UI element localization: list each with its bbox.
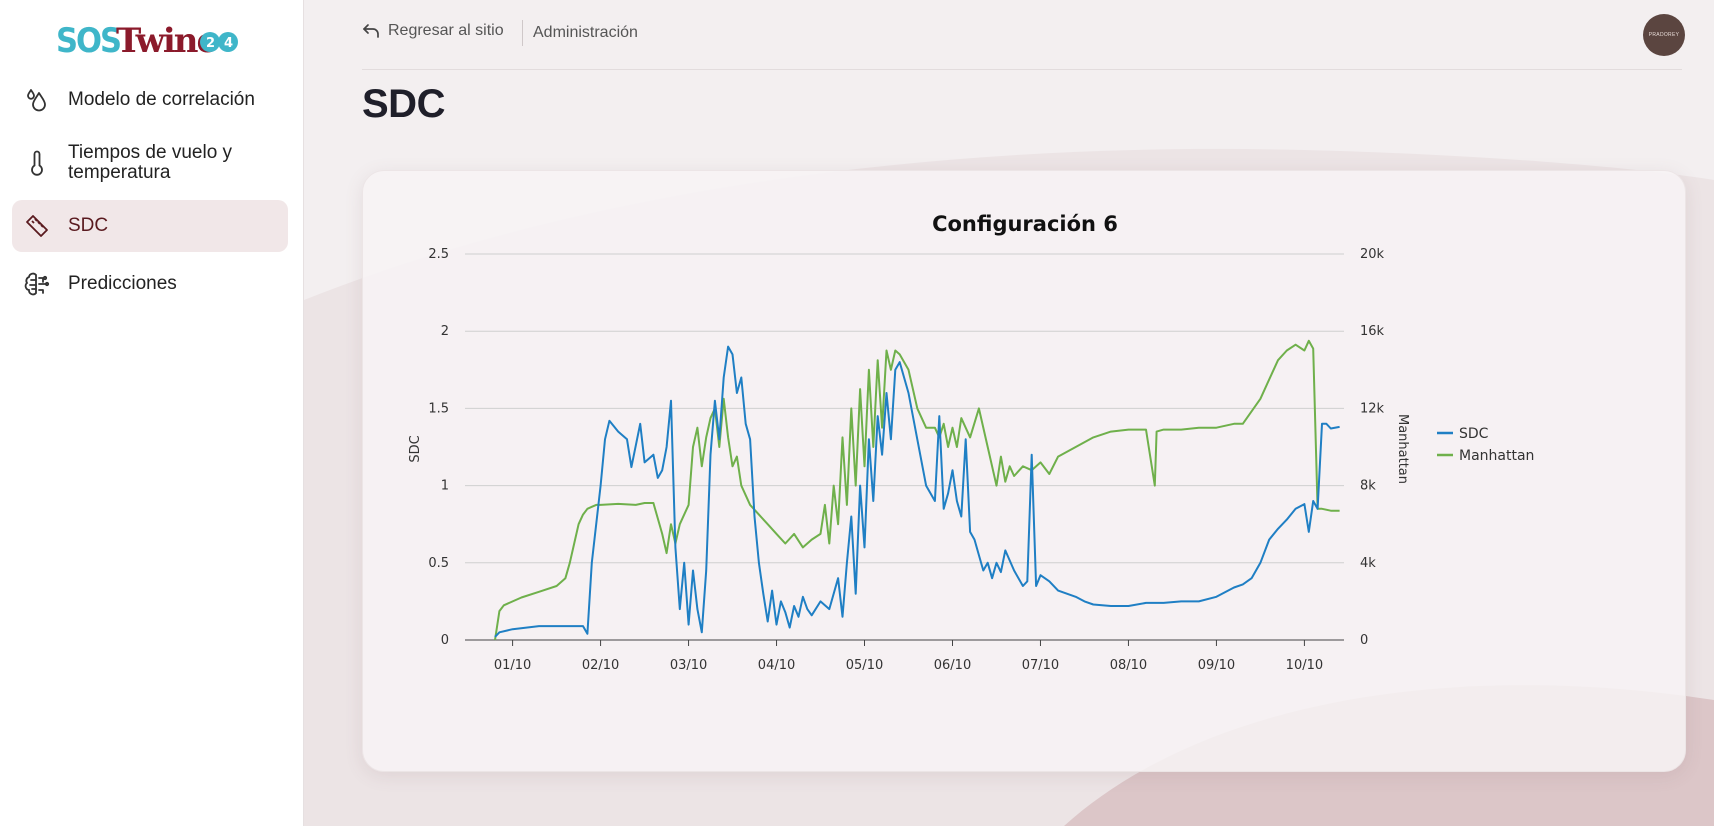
y-axis-label: SDC	[408, 435, 423, 462]
x-tick-label: 10/10	[1286, 658, 1323, 673]
svg-text:2: 2	[206, 36, 215, 51]
chart-grid	[465, 253, 1344, 641]
y2-axis-label: Manhattan	[1395, 414, 1410, 484]
sidebar: SOS Twine 2 4 Modelo de correlación Tiem…	[0, 0, 304, 826]
sidebar-item-label: Tiempos de vuelo y temperatura	[68, 142, 233, 183]
sidebar-item-sdc[interactable]: SDC	[12, 200, 288, 252]
y2-tick-label: 12k	[1360, 401, 1385, 416]
x-tick-label: 08/10	[1110, 658, 1147, 673]
sidebar-item-label: Modelo de correlación	[68, 89, 255, 110]
y2-tick-label: 16k	[1360, 324, 1385, 339]
chart-series	[494, 339, 1340, 641]
sdc-chart: Configuración 6 0 0.5 1 1.5 2 2.5 0 4k 8k 12k 16k…	[408, 212, 1534, 673]
x-tick-label: 01/10	[494, 658, 531, 673]
x-axis: 01/10 02/10 03/10 04/10 05/10 06/10 07/10 08/10…	[494, 640, 1323, 673]
back-arrow-icon	[363, 24, 379, 38]
chart-card: Configuración 6 0 0.5 1 1.5 2 2.5 0 4k 8k 12k 16k…	[362, 170, 1686, 772]
series-line-sdc	[494, 345, 1340, 638]
y-axis-left: 0 0.5 1 1.5 2 2.5	[428, 247, 449, 648]
legend-label: SDC	[1459, 426, 1489, 442]
y2-tick-label: 20k	[1360, 247, 1385, 262]
avatar[interactable]: PRADOREY	[1643, 14, 1685, 56]
series-line-manhattan	[494, 339, 1340, 641]
y2-tick-label: 0	[1360, 633, 1368, 648]
chart-title: Configuración 6	[932, 212, 1118, 236]
x-tick-label: 04/10	[758, 658, 795, 673]
thermometer-icon	[24, 150, 50, 176]
y2-tick-label: 4k	[1360, 556, 1376, 571]
y-tick-label: 2	[441, 324, 449, 339]
sidebar-item-tiempos-vuelo[interactable]: Tiempos de vuelo y temperatura	[12, 132, 288, 194]
svg-text:4: 4	[224, 36, 233, 51]
y-tick-label: 0.5	[428, 556, 449, 571]
topbar: Regresar al sitio Administración PRADORE…	[362, 0, 1685, 70]
ruler-icon	[24, 213, 50, 239]
app-logo[interactable]: SOS Twine 2 4	[56, 18, 246, 58]
svg-text:SOS: SOS	[56, 21, 120, 58]
y-tick-label: 2.5	[428, 247, 449, 262]
admin-link[interactable]: Administración	[533, 24, 638, 41]
x-tick-label: 07/10	[1022, 658, 1059, 673]
y2-tick-label: 8k	[1360, 479, 1376, 494]
x-tick-label: 02/10	[582, 658, 619, 673]
chart-legend: SDC Manhattan	[1437, 426, 1534, 464]
y-axis-right: 0 4k 8k 12k 16k 20k	[1360, 247, 1385, 648]
sidebar-item-label: SDC	[68, 215, 109, 236]
y-tick-label: 1.5	[428, 401, 449, 416]
back-to-site-link[interactable]: Regresar al sitio	[362, 22, 504, 40]
brain-icon	[24, 271, 50, 297]
page-title: SDC	[362, 82, 445, 126]
x-tick-label: 06/10	[934, 658, 971, 673]
back-link-label: Regresar al sitio	[388, 22, 504, 39]
sidebar-item-modelo-correlacion[interactable]: Modelo de correlación	[12, 74, 288, 126]
x-tick-label: 05/10	[846, 658, 883, 673]
topbar-divider	[522, 20, 523, 46]
drops-icon	[24, 87, 50, 113]
y-tick-label: 0	[441, 633, 449, 648]
y-tick-label: 1	[441, 479, 449, 494]
sidebar-nav: Modelo de correlación Tiempos de vuelo y…	[12, 74, 288, 316]
legend-label: Manhattan	[1459, 448, 1534, 464]
sidebar-item-label: Predicciones	[68, 273, 177, 294]
x-tick-label: 03/10	[670, 658, 707, 673]
x-tick-label: 09/10	[1198, 658, 1235, 673]
sidebar-item-predicciones[interactable]: Predicciones	[12, 258, 288, 310]
